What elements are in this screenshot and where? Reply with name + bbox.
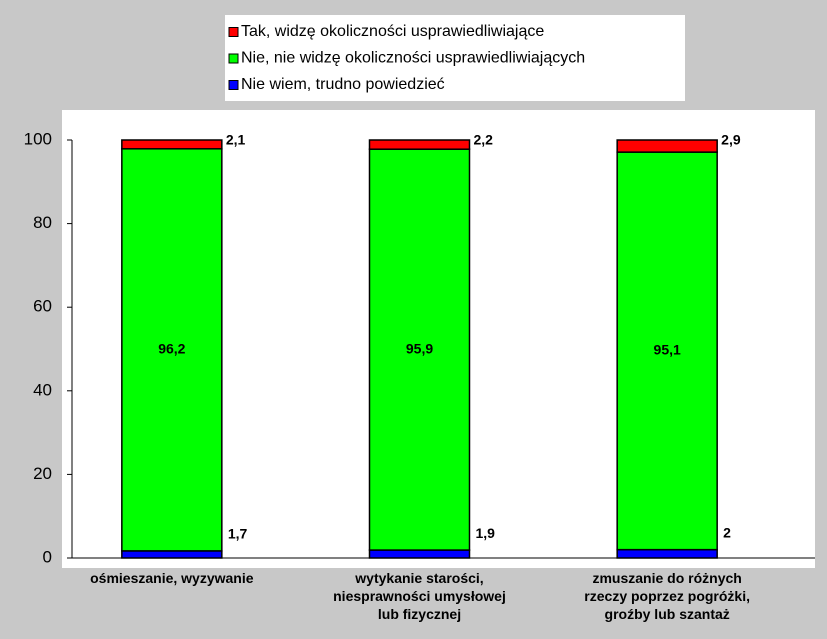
y-tick-label: 40 [33, 380, 52, 399]
y-tick-label: 0 [43, 547, 52, 566]
bar-segment [616, 548, 718, 559]
data-label: 1,7 [228, 526, 248, 542]
y-tick-label: 100 [24, 129, 52, 148]
data-label: 2 [723, 524, 731, 540]
legend-label: Nie, nie widzę okoliczności usprawiedliw… [241, 50, 585, 67]
y-tick-label: 60 [33, 297, 52, 316]
x-tick-label: zmuszanie do różnych rzeczy poprzez pogr… [584, 570, 750, 622]
data-label: 2,1 [226, 132, 246, 148]
bar-segment [616, 139, 718, 153]
data-label: 2,9 [721, 132, 741, 148]
bar-segment [121, 148, 223, 552]
y-tick-label: 80 [33, 213, 52, 232]
x-tick-label: ośmieszanie, wyzywanie [90, 570, 254, 586]
bar-segment [368, 139, 471, 150]
bar-segment [368, 549, 471, 559]
legend-swatch [228, 27, 239, 37]
y-tick-label: 20 [33, 464, 52, 483]
x-tick-label: wytykanie starości, niesprawności umysło… [333, 570, 506, 622]
legend-box [225, 15, 685, 101]
data-label: 2,2 [474, 132, 494, 148]
legend-label: Nie wiem, trudno powiedzieć [241, 76, 445, 93]
data-label: 1,9 [476, 525, 496, 541]
data-label: 95,1 [654, 342, 681, 358]
bar-segment [368, 148, 471, 551]
data-label: 95,9 [406, 340, 433, 356]
legend-label: Tak, widzę okoliczności usprawiedliwiają… [241, 23, 544, 40]
legend-swatch [228, 80, 239, 90]
data-label: 96,2 [158, 341, 185, 357]
bar-segment [121, 550, 223, 559]
bar-segment [121, 139, 223, 150]
bar-segment [616, 151, 718, 551]
legend-swatch [228, 53, 239, 64]
